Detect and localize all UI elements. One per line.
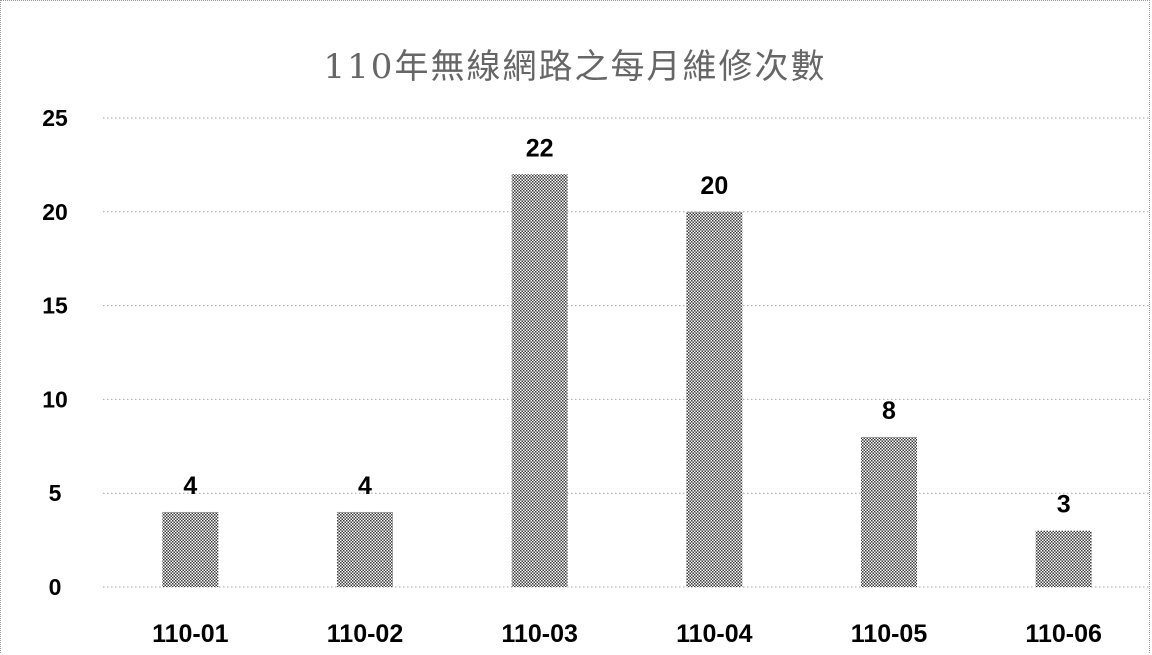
y-tick-label: 5 bbox=[49, 480, 62, 506]
chart-title: 110年無線網路之每月維修次數 bbox=[323, 47, 827, 87]
x-category-label: 110-02 bbox=[327, 620, 403, 648]
data-label: 20 bbox=[700, 172, 728, 200]
bar-110-06 bbox=[1035, 530, 1092, 587]
bar-110-03 bbox=[511, 174, 568, 587]
data-labels: 4 4 22 20 8 3 bbox=[183, 134, 1070, 518]
y-tick-label: 10 bbox=[42, 386, 68, 412]
data-label: 8 bbox=[882, 397, 896, 425]
y-tick-label: 0 bbox=[49, 574, 62, 600]
y-axis-tick-labels: 0 5 10 15 20 25 bbox=[42, 105, 68, 600]
bar-110-05 bbox=[861, 436, 917, 587]
bar-110-02 bbox=[337, 511, 393, 587]
gridlines bbox=[103, 117, 1151, 588]
x-category-label: 110-05 bbox=[851, 620, 928, 648]
x-category-label: 110-06 bbox=[1025, 620, 1101, 648]
data-label: 4 bbox=[183, 472, 197, 500]
y-tick-label: 20 bbox=[42, 199, 68, 225]
data-label: 22 bbox=[526, 134, 554, 162]
x-category-label: 110-01 bbox=[152, 620, 229, 648]
x-category-label: 110-04 bbox=[676, 620, 753, 648]
x-axis-category-labels: 110-01 110-02 110-03 110-04 110-05 110-06 bbox=[152, 620, 1102, 648]
bars bbox=[162, 174, 1092, 588]
bar-110-01 bbox=[162, 511, 219, 587]
x-category-label: 110-03 bbox=[501, 620, 577, 648]
y-tick-label: 15 bbox=[42, 293, 68, 319]
bar-110-04 bbox=[686, 211, 743, 588]
data-label: 3 bbox=[1057, 491, 1071, 519]
y-tick-label: 25 bbox=[42, 105, 68, 131]
data-label: 4 bbox=[358, 472, 372, 500]
